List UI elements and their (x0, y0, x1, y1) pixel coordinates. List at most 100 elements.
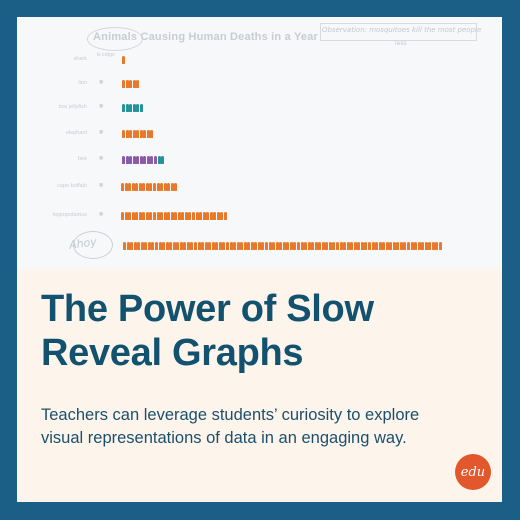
person-icon (364, 242, 368, 250)
person-icon (250, 242, 254, 250)
person-icon (421, 242, 425, 250)
pictogram-bar (122, 129, 154, 139)
person-icon (247, 242, 251, 250)
person-icon (132, 156, 136, 164)
row-label: bee (77, 156, 87, 162)
person-icon (218, 242, 222, 250)
edu-logo[interactable]: edu (455, 454, 491, 490)
person-icon (240, 242, 244, 250)
row-label: box jellyfish (58, 104, 87, 110)
row-label: hippopotamus (52, 212, 87, 218)
person-icon (435, 242, 439, 250)
person-icon (192, 212, 195, 220)
person-icon (195, 212, 199, 220)
person-icon (151, 242, 155, 250)
person-icon (206, 212, 210, 220)
person-icon (222, 242, 226, 250)
person-icon (156, 212, 160, 220)
person-icon (170, 183, 174, 191)
person-icon (216, 212, 220, 220)
person-icon (130, 242, 134, 250)
person-icon (332, 242, 336, 250)
person-icon (325, 242, 329, 250)
person-icon (150, 130, 154, 138)
row-label: lion (78, 80, 87, 86)
person-icon (129, 80, 133, 88)
person-icon (360, 242, 364, 250)
person-icon (414, 242, 418, 250)
person-icon (428, 242, 432, 250)
person-icon (125, 80, 129, 88)
person-icon (156, 183, 160, 191)
person-icon (129, 156, 133, 164)
person-icon (403, 242, 407, 250)
person-icon (328, 242, 332, 250)
person-icon (204, 242, 208, 250)
annotation-sub: less (395, 40, 407, 47)
person-icon (296, 242, 300, 250)
person-icon (121, 212, 124, 220)
person-icon (336, 242, 339, 250)
person-icon (225, 242, 229, 250)
person-icon (371, 242, 375, 250)
person-icon (236, 242, 240, 250)
person-icon (131, 212, 135, 220)
person-icon (339, 242, 343, 250)
person-icon (138, 212, 142, 220)
person-icon (150, 156, 154, 164)
person-icon (202, 212, 206, 220)
person-icon (122, 80, 125, 88)
person-icon (128, 212, 132, 220)
person-icon (149, 212, 153, 220)
person-icon (129, 104, 133, 112)
row-icon-label: b-cdigo (96, 52, 115, 58)
person-icon (257, 242, 261, 250)
person-icon (146, 156, 150, 164)
person-icon (125, 130, 129, 138)
pictogram-bar (122, 103, 144, 113)
article-card[interactable]: Animals Causing Human Deaths in a Year O… (17, 17, 502, 502)
person-icon (311, 242, 315, 250)
person-icon (145, 183, 149, 191)
person-icon (125, 156, 129, 164)
person-icon (147, 242, 151, 250)
pictogram-bar (121, 182, 178, 192)
person-icon (137, 242, 141, 250)
person-icon (165, 242, 169, 250)
elephant-icon: ■ (99, 129, 104, 136)
person-icon (357, 242, 361, 250)
row-label: cape buffalo (57, 183, 87, 189)
headline: The Power of Slow Reveal Graphs (41, 288, 374, 374)
person-icon (275, 242, 279, 250)
person-icon (272, 242, 276, 250)
person-icon (286, 242, 290, 250)
person-icon (261, 242, 265, 250)
person-icon (136, 130, 140, 138)
person-icon (121, 183, 124, 191)
person-icon (139, 104, 143, 112)
buffalo-icon: ■ (99, 182, 104, 189)
person-icon (133, 242, 137, 250)
person-icon (143, 156, 147, 164)
person-icon (417, 242, 421, 250)
person-icon (307, 242, 311, 250)
person-icon (268, 242, 272, 250)
person-icon (300, 242, 304, 250)
bee-icon: ■ (99, 155, 104, 162)
person-icon (136, 104, 140, 112)
person-icon (199, 212, 203, 220)
person-icon (321, 242, 325, 250)
person-icon (243, 242, 247, 250)
person-icon (174, 183, 178, 191)
person-icon (254, 242, 258, 250)
person-icon (122, 104, 125, 112)
person-icon (131, 183, 135, 191)
person-icon (139, 130, 143, 138)
person-icon (279, 242, 283, 250)
person-icon (149, 183, 153, 191)
person-icon (153, 156, 157, 164)
person-icon (188, 212, 192, 220)
person-icon (407, 242, 410, 250)
person-icon (124, 212, 128, 220)
